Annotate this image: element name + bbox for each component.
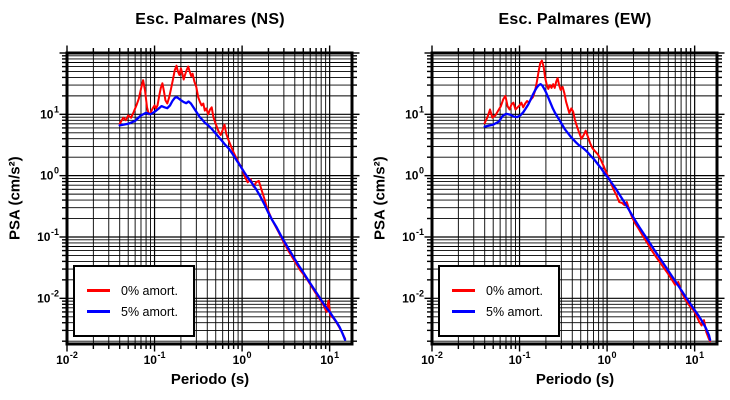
svg-text:101: 101 (40, 104, 59, 121)
svg-text:100: 100 (405, 166, 424, 183)
svg-text:100: 100 (40, 166, 59, 183)
legend-ns: 0% amort. 5% amort. (73, 265, 195, 337)
svg-text:10-1: 10-1 (509, 350, 531, 367)
legend-label-5pct: 5% amort. (486, 304, 543, 319)
legend-ew: 0% amort. 5% amort. (438, 265, 560, 337)
legend-item-0pct: 0% amort. (87, 284, 193, 298)
chart-title-ew: Esc. Palmares (EW) (498, 11, 652, 28)
chart-title-ns: Esc. Palmares (NS) (135, 11, 285, 28)
legend-item-0pct: 0% amort. (452, 284, 558, 298)
legend-label-5pct: 5% amort. (121, 304, 178, 319)
svg-text:10-2: 10-2 (37, 288, 59, 305)
svg-text:10-2: 10-2 (56, 350, 78, 367)
svg-text:101: 101 (405, 104, 424, 121)
x-axis-label-ns: Periodo (s) (170, 371, 250, 388)
plot-area-ns: 10-2 10-1 100 101 101 100 10-1 10-2 (37, 45, 360, 367)
legend-line-sample-red-icon (87, 289, 110, 292)
chart-panel-ew: 10-2 10-1 100 101 101 100 10-1 10-2 Esc. Palmar… (365, 0, 730, 400)
svg-text:10-2: 10-2 (421, 350, 443, 367)
y-axis-label-ew: PSA (cm/s²) (371, 156, 389, 241)
svg-text:100: 100 (598, 350, 617, 367)
legend-line-sample-red-icon (452, 289, 475, 292)
svg-text:10-1: 10-1 (37, 227, 59, 244)
svg-text:101: 101 (320, 350, 339, 367)
chart-panel-ns: 10-2 10-1 100 101 101 100 10-1 10-2 Esc. Palmar… (6, 11, 360, 388)
svg-text:10-1: 10-1 (144, 350, 166, 367)
svg-text:10-2: 10-2 (402, 288, 424, 305)
y-axis-label-ns: PSA (cm/s²) (6, 156, 24, 241)
legend-line-sample-blue-icon (452, 310, 475, 313)
legend-item-5pct: 5% amort. (452, 305, 558, 319)
svg-text:10-1: 10-1 (402, 227, 424, 244)
svg-text:101: 101 (685, 350, 704, 367)
legend-label-0pct: 0% amort. (486, 283, 543, 298)
legend-label-0pct: 0% amort. (121, 283, 178, 298)
plot-area-ew: 10-2 10-1 100 101 101 100 10-1 10-2 (402, 45, 725, 367)
x-axis-label-ew: Periodo (s) (535, 371, 615, 388)
legend-item-5pct: 5% amort. (87, 305, 193, 319)
legend-line-sample-blue-icon (87, 310, 110, 313)
svg-text:100: 100 (233, 350, 252, 367)
